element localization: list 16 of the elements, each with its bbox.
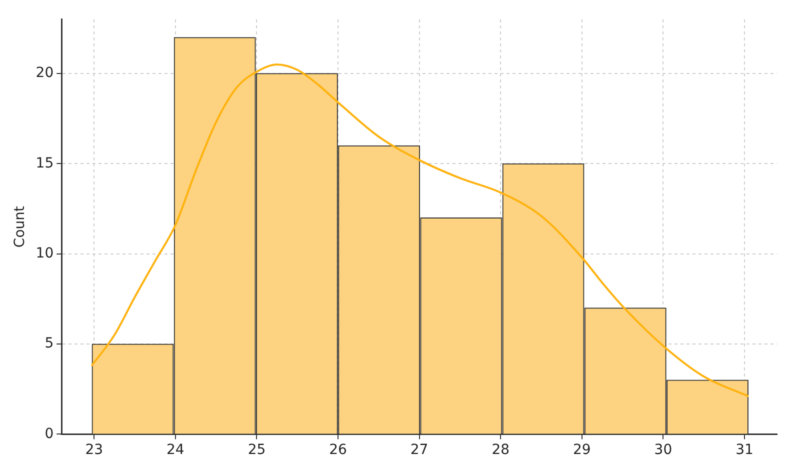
x-tick-label: 26 [329,442,348,458]
x-tick-label: 29 [572,442,591,458]
x-tick-label: 25 [248,442,266,458]
y-tick-label: 0 [44,426,54,442]
y-axis-title: Count [12,206,28,248]
x-tick-label: 28 [492,442,510,458]
x-tick-label: 23 [85,442,104,458]
line-series [90,63,750,398]
y-tick-label: 15 [36,155,54,172]
x-tick-label: 31 [736,442,754,458]
y-tick-label: 5 [44,336,54,352]
y-tick-label: 20 [36,65,54,82]
x-tick-label: 24 [166,442,184,458]
x-tick-label: 30 [654,442,672,458]
x-tick-label: 27 [410,442,428,458]
y-tick-label: 10 [36,245,54,262]
